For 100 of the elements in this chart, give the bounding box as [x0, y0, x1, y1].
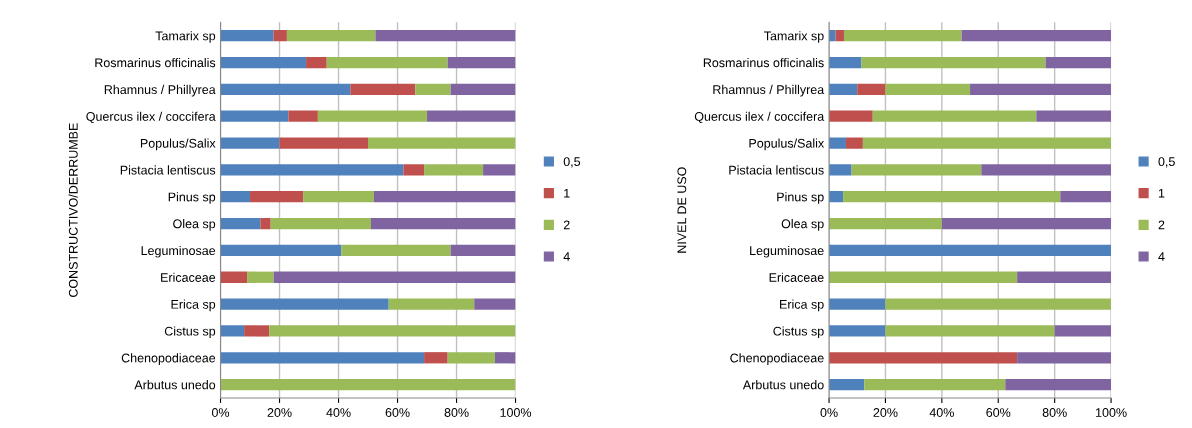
y-tick-label: Populus/Salix: [749, 138, 825, 151]
bar: [303, 191, 374, 203]
y-tick-label: Pistacia lentiscus: [120, 165, 216, 175]
bar: [829, 378, 865, 391]
y-tick-label: Pistacia lentiscus: [729, 165, 824, 175]
bar: [220, 164, 404, 176]
bar: [220, 217, 261, 230]
bar: [835, 30, 844, 42]
bar: [1017, 352, 1112, 364]
bar: [447, 56, 516, 69]
bar: [1036, 110, 1112, 122]
bar: [829, 271, 1018, 283]
bar: [450, 244, 516, 257]
bar: [373, 191, 516, 203]
bar: [941, 217, 1112, 230]
bar: [961, 30, 1112, 42]
bar: [829, 325, 886, 337]
legend-label: 0,5: [563, 157, 581, 168]
legend-label: 4: [563, 252, 570, 261]
bar: [829, 137, 846, 149]
legend-label: 2: [563, 220, 570, 230]
bar: [288, 110, 318, 122]
bar: [1005, 378, 1112, 391]
bar: [851, 164, 982, 176]
bar: [220, 244, 342, 257]
legend-label: 1: [564, 188, 570, 198]
bar: [306, 56, 327, 69]
x-tick-label: 0%: [211, 408, 230, 417]
y-tick-label: Cistus sp: [773, 326, 824, 339]
y-tick-label: Quercus ilex / coccifera: [86, 111, 216, 124]
y-tick-label: Quercus ilex / coccifera: [694, 111, 825, 124]
legend-label: 0,5: [1158, 157, 1175, 168]
bar: [220, 378, 516, 391]
bar: [220, 137, 280, 149]
bar: [829, 83, 858, 95]
bar: [220, 352, 425, 364]
bar: [427, 110, 516, 122]
bar: [829, 110, 873, 122]
bar: [388, 298, 475, 310]
bar: [370, 217, 516, 230]
legend-label: 1: [1158, 188, 1165, 198]
bar: [872, 110, 1037, 122]
bar: [857, 83, 886, 95]
bar: [483, 164, 516, 176]
y-tick-label: Rhamnus / Phillyrea: [713, 84, 825, 97]
y-tick-label: Cistus sp: [164, 326, 216, 339]
bar: [829, 352, 1018, 364]
y-tick-label: Ericaceae: [161, 272, 216, 282]
y-tick-label: Olea sp: [781, 219, 824, 231]
y-tick-label: Rhamnus / Phillyrea: [104, 84, 216, 97]
bar: [861, 56, 1046, 69]
bar: [220, 325, 245, 337]
bar: [1054, 325, 1112, 337]
bar: [1060, 191, 1112, 203]
y-tick-label: Ericaceae: [769, 272, 824, 282]
y-tick-label: Chenopodiaceae: [730, 353, 824, 365]
bar: [273, 271, 516, 283]
bar: [447, 352, 495, 364]
y-tick-label: Leguminosae: [750, 245, 824, 258]
bar: [260, 217, 271, 230]
bar: [862, 137, 1112, 149]
x-tick-label: 80%: [444, 408, 469, 417]
y-tick-label: Chenopodiaceae: [121, 353, 216, 365]
y-tick-label: Rosmarinus officinalis: [95, 57, 216, 68]
bar: [494, 352, 516, 364]
bar: [829, 30, 836, 42]
bar: [843, 30, 962, 42]
bar: [829, 217, 942, 230]
bar: [247, 271, 274, 283]
bar: [1045, 56, 1112, 69]
bar: [864, 378, 1006, 391]
y-tick-label: Erica sp: [780, 299, 824, 312]
bar: [273, 30, 287, 42]
bar: [885, 83, 971, 95]
bar: [220, 30, 274, 42]
bar: [403, 164, 425, 176]
bar: [829, 56, 862, 69]
x-tick-label: 20%: [873, 408, 898, 417]
y-tick-label: Tamarix sp: [155, 31, 216, 43]
bar: [450, 83, 516, 95]
y-tick-label: Rosmarinus officinalis: [703, 57, 824, 68]
x-tick-label: 60%: [986, 408, 1011, 417]
bar: [970, 83, 1112, 95]
bar: [474, 298, 516, 310]
bar: [843, 191, 1061, 203]
bar: [317, 110, 428, 122]
bar: [1017, 271, 1112, 283]
bar: [279, 137, 369, 149]
x-tick-label: 0%: [820, 408, 838, 417]
x-tick-label: 100%: [1096, 408, 1127, 417]
x-tick-label: 60%: [385, 408, 410, 417]
bar: [220, 83, 351, 95]
y-tick-label: Populus/Salix: [140, 138, 216, 151]
bar: [220, 110, 289, 122]
bar: [220, 56, 307, 69]
bar: [829, 164, 852, 176]
bar: [845, 137, 863, 149]
bar: [375, 30, 516, 42]
bar: [250, 191, 304, 203]
bar: [220, 191, 251, 203]
